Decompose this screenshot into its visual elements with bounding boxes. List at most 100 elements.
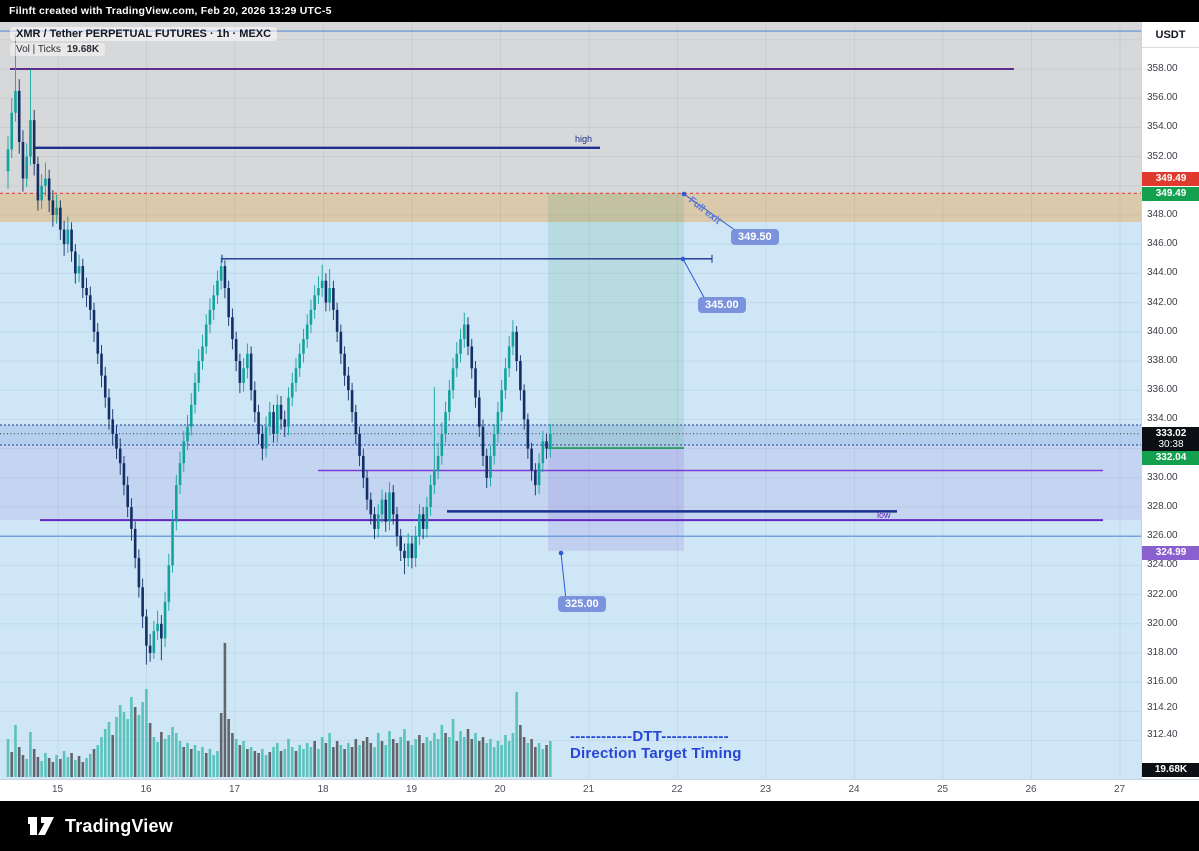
dtt-title-text[interactable]: Direction Target Timing — [570, 745, 742, 762]
currency-toggle-button[interactable]: USDT — [1142, 22, 1199, 48]
volume-bar — [347, 743, 350, 777]
price-badge-349.49: 349.49 — [1142, 172, 1199, 186]
candle-body — [145, 616, 148, 646]
tradingview-logo-icon[interactable] — [26, 814, 56, 838]
volume-bar — [290, 747, 294, 777]
chart-canvas[interactable] — [0, 22, 1141, 779]
time-tick-label: 22 — [671, 784, 683, 795]
time-tick-label: 21 — [583, 784, 595, 795]
price-tick-label: 324.00 — [1147, 559, 1178, 571]
price-tick-label: 342.00 — [1147, 296, 1178, 308]
candle-body — [156, 623, 159, 632]
candle-body — [160, 623, 163, 639]
candle-body — [324, 280, 328, 303]
candle-body — [100, 353, 103, 376]
volume-bar — [489, 739, 492, 777]
volume-indicator-value: 19.68K — [66, 44, 100, 55]
price-axis[interactable]: USDT 358.00 356.00 354.00 352.00 348.00 346.0… — [1141, 22, 1199, 779]
price-callout-325.00[interactable]: 325.00 — [558, 596, 606, 612]
volume-bar — [115, 717, 118, 777]
profit-box — [548, 193, 684, 449]
high-line-label[interactable]: high — [575, 134, 593, 144]
symbol-title[interactable]: XMR / Tether PERPETUAL FUTURES · 1h · ME… — [10, 27, 278, 41]
candle-body — [47, 178, 51, 201]
candle-body — [219, 266, 223, 281]
candle-body — [448, 390, 451, 413]
candle-body — [242, 368, 245, 383]
volume-bar — [388, 731, 391, 777]
candle-body — [500, 390, 503, 413]
candle-body — [55, 207, 58, 215]
volume-bar — [395, 743, 399, 777]
candle-body — [182, 441, 186, 464]
candle-body — [485, 455, 489, 478]
candle-body — [283, 419, 287, 427]
candle-body — [507, 346, 511, 369]
candle-body — [216, 280, 219, 296]
volume-indicator[interactable]: Vol | Ticks 19.68K — [10, 43, 106, 56]
candle-body — [294, 368, 298, 383]
candle-body — [545, 441, 548, 449]
price-tick-label: 320.00 — [1147, 617, 1178, 629]
volume-bar — [470, 739, 474, 777]
chart-area[interactable]: XMR / Tether PERPETUAL FUTURES · 1h · ME… — [0, 22, 1141, 779]
volume-bar — [448, 737, 451, 777]
volume-bar — [197, 751, 201, 777]
time-tick-label: 27 — [1114, 784, 1126, 795]
candle-body — [470, 346, 474, 369]
volume-bar — [410, 745, 414, 777]
chart-legend[interactable]: XMR / Tether PERPETUAL FUTURES · 1h · ME… — [10, 27, 278, 56]
volume-bar — [455, 741, 459, 777]
price-tick-label: 346.00 — [1147, 238, 1178, 250]
candle-body — [384, 499, 388, 522]
candle-body — [141, 587, 144, 617]
volume-bar — [130, 697, 133, 777]
volume-bar — [10, 752, 14, 777]
price-callout-345.00[interactable]: 345.00 — [698, 297, 746, 313]
volume-bar — [231, 733, 234, 777]
volume-bar — [485, 743, 489, 777]
candle-body — [519, 361, 522, 391]
candle-body — [511, 331, 515, 347]
price-callout-349.50[interactable]: 349.50 — [731, 229, 779, 245]
volume-bar — [324, 743, 328, 777]
candle-body — [455, 353, 459, 369]
candle-body — [77, 266, 81, 274]
candle-body — [459, 339, 462, 354]
candle-body — [290, 382, 294, 398]
candle-body — [474, 368, 477, 398]
volume-bar — [545, 745, 548, 777]
candle-body — [234, 339, 238, 361]
tradingview-brand[interactable]: TradingView — [65, 815, 173, 836]
volume-bar — [261, 749, 264, 777]
callout-anchor-dot — [680, 256, 686, 262]
volume-bar — [403, 729, 406, 777]
volume-bar — [246, 749, 249, 777]
volume-bar — [111, 735, 115, 777]
price-tick-label: 344.00 — [1147, 267, 1178, 279]
candle-body — [504, 368, 507, 391]
volume-bar — [436, 739, 440, 777]
candle-body — [88, 295, 92, 310]
candle-body — [261, 434, 264, 449]
volume-bar — [332, 747, 335, 777]
candle-body — [171, 521, 174, 566]
price-tick-label: 326.00 — [1147, 530, 1178, 542]
candle-body — [305, 324, 309, 340]
callout-pointer-line — [682, 258, 707, 302]
low-line-label[interactable]: low — [877, 510, 891, 520]
time-tick-label: 26 — [1025, 784, 1037, 795]
candle-body — [193, 382, 197, 405]
candle-body — [175, 485, 178, 522]
candle-body — [36, 163, 40, 201]
candle-body — [436, 455, 440, 471]
volume-bar — [216, 751, 219, 777]
volume-bar — [17, 747, 21, 777]
dtt-divider-text[interactable]: ------------DTT------------- — [570, 728, 729, 745]
time-tick-label: 20 — [494, 784, 506, 795]
time-axis[interactable]: 15 16 17 18 19 20 21 22 23 24 25 26 27 — [0, 779, 1199, 801]
volume-bar — [14, 725, 17, 777]
loss-box — [548, 448, 684, 551]
volume-bar — [549, 741, 552, 777]
volume-bar — [373, 747, 376, 777]
